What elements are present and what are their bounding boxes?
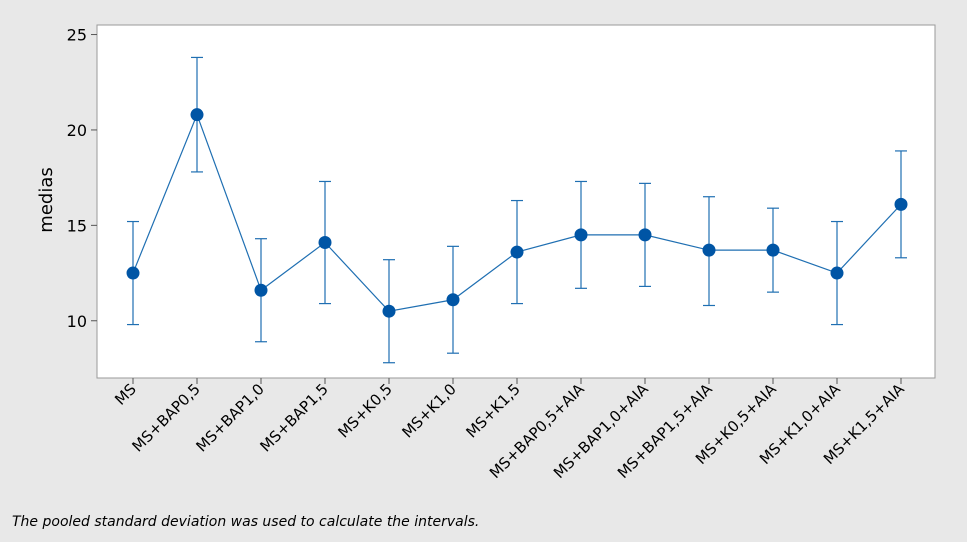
mean-point (254, 283, 268, 297)
y-axis-label: medias (36, 167, 57, 232)
x-tick-label: MS (111, 380, 140, 409)
x-tick-label: MS+BAP0,5 (129, 380, 204, 455)
mean-point (574, 228, 588, 242)
mean-point (766, 243, 780, 257)
y-tick-label: 25 (67, 26, 87, 45)
plot-area (96, 24, 936, 379)
mean-point (830, 266, 844, 280)
mean-point (318, 236, 332, 250)
y-tick-label: 15 (67, 216, 87, 235)
mean-point (190, 108, 204, 122)
x-tick-label: MS+BAP1,5 (257, 380, 332, 455)
x-tick-label: MS+K1,5 (462, 380, 523, 441)
x-tick-label: MS+K1,0 (398, 380, 459, 441)
mean-point (382, 304, 396, 318)
x-tick-label: MS+BAP1,0 (193, 380, 268, 455)
mean-point (894, 197, 908, 211)
y-axis: 10 15 20 25 (67, 26, 97, 331)
y-tick-label: 20 (67, 121, 87, 140)
footnote: The pooled standard deviation was used t… (12, 514, 480, 530)
mean-point (126, 266, 140, 280)
y-tick-label: 10 (67, 312, 87, 331)
mean-point (446, 293, 460, 307)
mean-point (510, 245, 524, 259)
series-means (126, 56, 908, 364)
mean-point (638, 228, 652, 242)
x-tick-label: MS+K0,5 (334, 380, 395, 441)
mean-point (702, 243, 716, 257)
